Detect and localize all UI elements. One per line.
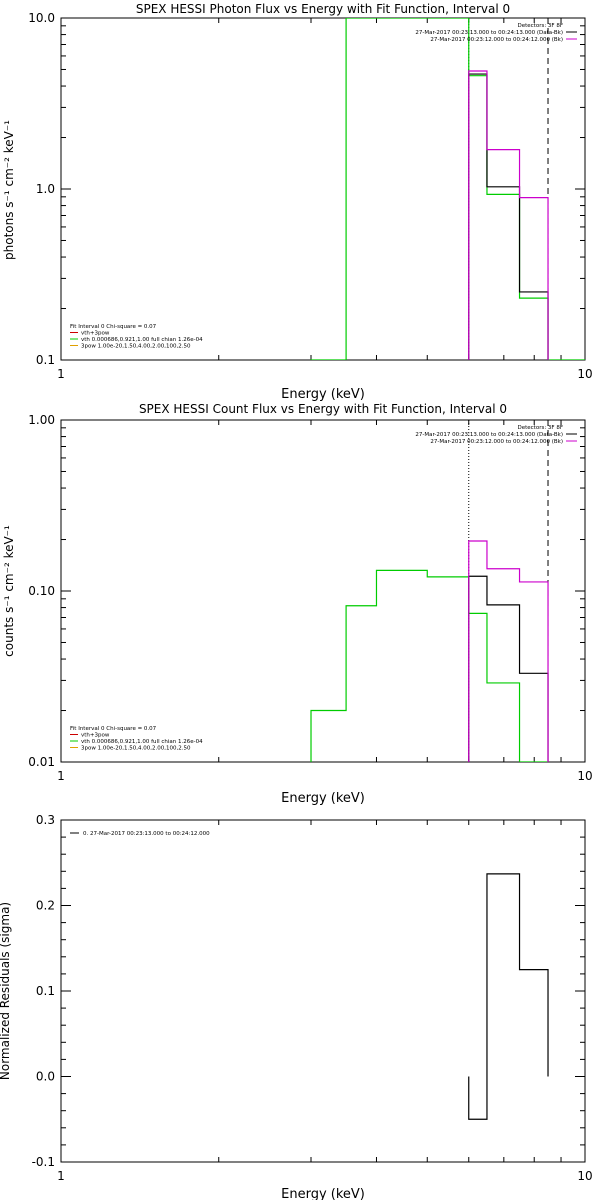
y-tick-label: 0.1 [36, 353, 55, 367]
y-tick-label: 0.3 [36, 813, 55, 827]
histogram-series-3 [468, 70, 549, 360]
legend-left-entry: vth 0.000686,0.921,1.00 full chian 1.26e… [81, 739, 203, 745]
legend-right-entry: 27-Mar-2017 00:23:13.000 to 00:24:13.000… [415, 30, 563, 36]
x-axis-label: Energy (keV) [281, 1187, 365, 1200]
x-tick-label: 1 [57, 769, 65, 783]
plot-frame [60, 819, 586, 1163]
x-axis-label: Energy (keV) [281, 387, 365, 402]
chart-title: SPEX HESSI Count Flux vs Energy with Fit… [139, 402, 507, 416]
legend-left-entry: Fit Interval 0 Chi-square = 0.07 [70, 726, 157, 732]
histogram-series-2 [468, 575, 549, 762]
y-tick-label: 0.10 [28, 584, 55, 598]
y-tick-label: -0.1 [32, 1155, 55, 1169]
y-axis-label: photons s⁻¹ cm⁻² keV⁻¹ [2, 120, 16, 260]
x-tick-label: 10 [577, 769, 592, 783]
legend-right-entry: 27-Mar-2017 00:23:12.000 to 00:24:12.000… [430, 37, 563, 43]
legend-right-entry: 27-Mar-2017 00:23:13.000 to 00:24:13.000… [415, 432, 563, 438]
legend-left-entry: vth+3pow [81, 331, 110, 337]
y-tick-label: 0.1 [36, 984, 55, 998]
histogram-series-3 [468, 540, 549, 762]
histogram-series-1 [310, 569, 549, 762]
legend-right-entry: Detectors: 3F 8F [517, 23, 563, 29]
legend-left-entry: vth 0.000686,0.921,1.00 full chian 1.26e… [81, 337, 203, 343]
legend-left-entry: 3pow 1.00e-20,1.50,4.00,2.00,100,2.50 [81, 746, 191, 752]
y-tick-label: 1.0 [36, 182, 55, 196]
y-tick-label: 1.00 [28, 413, 55, 427]
chart-panel-1: SPEX HESSI Photon Flux vs Energy with Fi… [2, 2, 593, 402]
x-tick-label: 1 [57, 1169, 65, 1183]
legend-left-entry: Fit Interval 0 Chi-square = 0.07 [70, 324, 157, 330]
chart-panel-2: SPEX HESSI Count Flux vs Energy with Fit… [2, 402, 593, 806]
histogram-series-2 [468, 73, 549, 360]
legend-right-entry: Detectors: 3F 8F [517, 425, 563, 431]
legend-right-entry: 27-Mar-2017 00:23:12.000 to 00:24:12.000… [430, 439, 563, 445]
chart-title: SPEX HESSI Photon Flux vs Energy with Fi… [136, 2, 510, 16]
y-tick-label: 10.0 [28, 11, 55, 25]
y-axis-label: Normalized Residuals (sigma) [0, 902, 12, 1080]
histogram-series-1 [310, 18, 585, 360]
plot-frame [60, 17, 586, 361]
x-tick-label: 1 [57, 367, 65, 381]
legend-left-entry: vth+3pow [81, 733, 110, 739]
plot-data [468, 873, 549, 1120]
y-tick-label: 0.2 [36, 899, 55, 913]
legend-left-entry: 0. 27-Mar-2017 00:23:13.000 to 00:24:12.… [83, 831, 210, 837]
plot-data [310, 18, 585, 360]
plot-data [310, 420, 549, 762]
x-axis-label: Energy (keV) [281, 791, 365, 806]
y-tick-label: 0.01 [28, 755, 55, 769]
y-axis-label: counts s⁻¹ cm⁻² keV⁻¹ [2, 525, 16, 657]
x-tick-label: 10 [577, 367, 592, 381]
chart-panel-3: 1 10 -0.1 0.0 0.1 0.2 0.3 Energy (keV) Normalize… [0, 813, 593, 1200]
x-tick-label: 10 [577, 1169, 592, 1183]
histogram-series-1 [468, 873, 549, 1120]
y-tick-label: 0.0 [36, 1070, 55, 1084]
legend-left-entry: 3pow 1.00e-20,1.50,4.00,2.00,100,2.50 [81, 344, 191, 350]
